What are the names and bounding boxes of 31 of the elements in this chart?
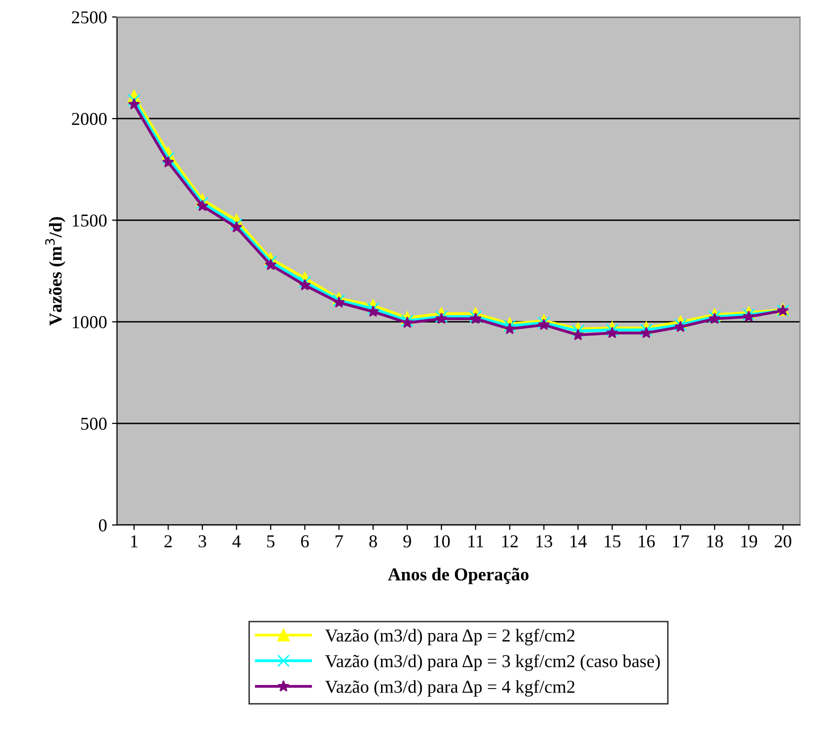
y-tick-label: 0 [98,519,107,532]
x-tick-label: 2 [164,535,172,548]
x-tick-label: 10 [434,535,450,548]
x-tick-label: 18 [707,535,723,548]
x-tick-label: 17 [673,535,689,548]
x-tick-label: 16 [638,535,655,548]
x-tick-label: 19 [741,535,758,548]
x-tick-label: 20 [774,535,792,548]
y-tick-label: 2500 [72,11,107,24]
x-tick-label: 13 [536,535,552,548]
x-tick-label: 8 [369,535,377,548]
x-axis-title: Anos de Operação [388,568,529,584]
y-axis-title: Vazões (m$^{3}$/d) [45,217,66,326]
x-tick-label: 7 [336,535,343,548]
x-tick-label: 9 [403,535,412,548]
x-tick-label: 3 [198,535,206,548]
legend-label: Vazão (m3/d) para Δp = 3 kgf/cm2 (caso base) [325,654,660,671]
y-tick-label: 500 [81,418,107,430]
x-tick-label: 5 [267,535,274,548]
y-tick-label: 2000 [72,112,107,126]
x-tick-label: 4 [232,535,241,548]
x-tick-label: 1 [131,535,138,548]
legend-label: Vazão (m3/d) para Δp = 2 kgf/cm2 [325,628,574,646]
x-tick-label: 11 [468,535,484,548]
legend-label: Vazão (m3/d) para Δp = 4 kgf/cm2 [325,680,574,697]
y-tick-label: 1500 [72,214,107,227]
x-tick-label: 12 [502,535,518,548]
x-tick-label: 14 [570,535,587,548]
x-tick-label: 15 [604,535,620,548]
y-tick-label: 1000 [72,316,107,328]
x-tick-label: 6 [301,535,309,548]
